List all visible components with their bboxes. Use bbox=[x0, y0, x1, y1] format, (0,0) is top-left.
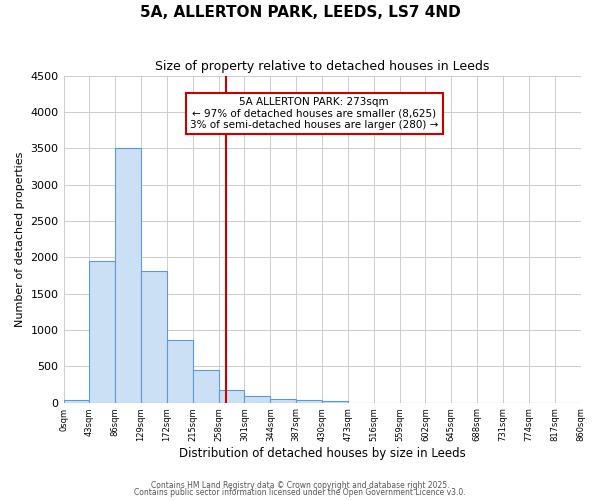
X-axis label: Distribution of detached houses by size in Leeds: Distribution of detached houses by size … bbox=[179, 447, 466, 460]
Bar bbox=[218, 390, 244, 402]
Text: Contains HM Land Registry data © Crown copyright and database right 2025.: Contains HM Land Registry data © Crown c… bbox=[151, 480, 449, 490]
Bar bbox=[244, 396, 271, 402]
Y-axis label: Number of detached properties: Number of detached properties bbox=[15, 152, 25, 327]
Title: Size of property relative to detached houses in Leeds: Size of property relative to detached ho… bbox=[155, 60, 489, 73]
Bar bbox=[115, 148, 141, 402]
Bar bbox=[296, 400, 322, 402]
Bar bbox=[141, 271, 167, 402]
Text: 5A, ALLERTON PARK, LEEDS, LS7 4ND: 5A, ALLERTON PARK, LEEDS, LS7 4ND bbox=[140, 5, 460, 20]
Text: 5A ALLERTON PARK: 273sqm
← 97% of detached houses are smaller (8,625)
3% of semi: 5A ALLERTON PARK: 273sqm ← 97% of detach… bbox=[190, 97, 439, 130]
Bar bbox=[193, 370, 218, 402]
Bar bbox=[167, 340, 193, 402]
Bar bbox=[64, 400, 89, 402]
Bar bbox=[271, 400, 296, 402]
Bar bbox=[89, 261, 115, 402]
Text: Contains public sector information licensed under the Open Government Licence v3: Contains public sector information licen… bbox=[134, 488, 466, 497]
Bar bbox=[322, 401, 348, 402]
